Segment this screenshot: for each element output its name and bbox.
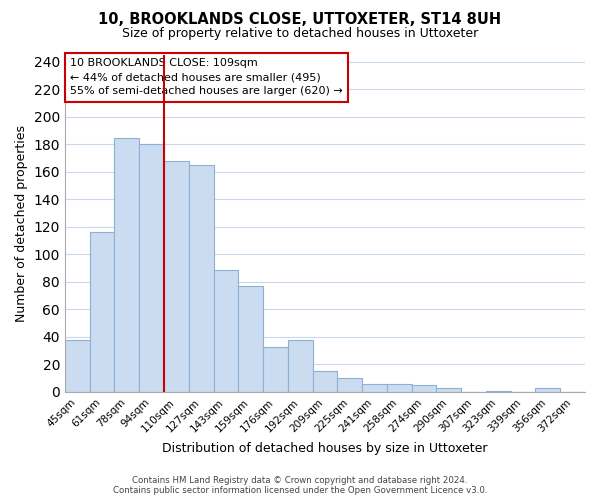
Bar (535, 388, 560, 392)
Bar (486, 390, 511, 392)
Bar (263, 346, 288, 392)
Bar (238, 286, 263, 392)
Text: Size of property relative to detached houses in Uttoxeter: Size of property relative to detached ho… (122, 28, 478, 40)
Bar (189, 165, 214, 392)
Text: 10 BROOKLANDS CLOSE: 109sqm
← 44% of detached houses are smaller (495)
55% of se: 10 BROOKLANDS CLOSE: 109sqm ← 44% of det… (70, 58, 343, 96)
Text: Contains HM Land Registry data © Crown copyright and database right 2024.
Contai: Contains HM Land Registry data © Crown c… (113, 476, 487, 495)
Bar (412, 385, 436, 392)
Bar (164, 161, 189, 392)
Text: 10, BROOKLANDS CLOSE, UTTOXETER, ST14 8UH: 10, BROOKLANDS CLOSE, UTTOXETER, ST14 8U… (98, 12, 502, 28)
Bar (387, 384, 412, 392)
Bar (313, 372, 337, 392)
Bar (139, 144, 164, 392)
Bar (214, 270, 238, 392)
Bar (436, 388, 461, 392)
Bar (65, 340, 89, 392)
Bar (115, 138, 139, 392)
Bar (89, 232, 115, 392)
X-axis label: Distribution of detached houses by size in Uttoxeter: Distribution of detached houses by size … (162, 442, 488, 455)
Y-axis label: Number of detached properties: Number of detached properties (15, 125, 28, 322)
Bar (288, 340, 313, 392)
Bar (337, 378, 362, 392)
Bar (362, 384, 387, 392)
